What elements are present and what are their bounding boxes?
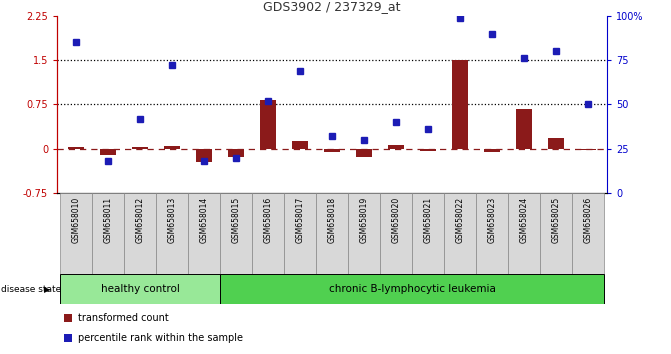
Bar [412, 193, 444, 274]
Bar [220, 274, 604, 304]
Text: GSM658017: GSM658017 [296, 197, 305, 243]
Bar [132, 148, 148, 149]
Bar [164, 146, 180, 149]
Text: GSM658026: GSM658026 [584, 197, 592, 243]
Text: GSM658025: GSM658025 [552, 197, 560, 243]
Text: GSM658016: GSM658016 [264, 197, 272, 243]
Bar [316, 193, 348, 274]
Bar [228, 149, 244, 157]
Text: GSM658011: GSM658011 [104, 197, 113, 243]
Text: GSM658010: GSM658010 [72, 197, 81, 243]
Text: percentile rank within the sample: percentile rank within the sample [79, 333, 244, 343]
Text: disease state: disease state [1, 285, 62, 294]
Text: healthy control: healthy control [101, 284, 180, 295]
Text: GSM658013: GSM658013 [168, 197, 176, 243]
Bar [156, 193, 188, 274]
Bar [60, 193, 92, 274]
Bar [188, 193, 220, 274]
Bar [516, 109, 532, 149]
Bar [572, 193, 604, 274]
Text: GSM658023: GSM658023 [488, 197, 497, 243]
Bar [388, 145, 404, 149]
Bar [292, 141, 308, 149]
Text: GSM658019: GSM658019 [360, 197, 368, 243]
Bar [548, 138, 564, 149]
Text: GSM658018: GSM658018 [327, 197, 337, 243]
Bar [252, 193, 284, 274]
Bar [476, 193, 508, 274]
Bar [284, 193, 316, 274]
Bar [124, 193, 156, 274]
Bar [64, 334, 72, 342]
Text: chronic B-lymphocytic leukemia: chronic B-lymphocytic leukemia [329, 284, 496, 295]
Bar [260, 100, 276, 149]
Bar [380, 193, 412, 274]
Title: GDS3902 / 237329_at: GDS3902 / 237329_at [264, 0, 401, 13]
Text: GSM658024: GSM658024 [519, 197, 529, 243]
Bar [100, 149, 116, 155]
Text: GSM658020: GSM658020 [392, 197, 401, 243]
Bar [348, 193, 380, 274]
Bar [444, 193, 476, 274]
Text: ▶: ▶ [44, 285, 50, 294]
Bar [420, 149, 436, 151]
Bar [64, 314, 72, 322]
Bar [580, 149, 596, 150]
Bar [196, 149, 212, 162]
Text: GSM658014: GSM658014 [200, 197, 209, 243]
Bar [540, 193, 572, 274]
Text: GSM658021: GSM658021 [423, 197, 433, 243]
Bar [220, 193, 252, 274]
Bar [92, 193, 124, 274]
Text: GSM658012: GSM658012 [136, 197, 145, 243]
Text: GSM658015: GSM658015 [231, 197, 241, 243]
Bar [452, 60, 468, 149]
Bar [356, 149, 372, 157]
Bar [324, 149, 340, 152]
Bar [484, 149, 500, 152]
Bar [68, 148, 85, 149]
Text: transformed count: transformed count [79, 313, 169, 323]
Bar [508, 193, 540, 274]
Text: GSM658022: GSM658022 [456, 197, 464, 243]
Bar [60, 274, 220, 304]
